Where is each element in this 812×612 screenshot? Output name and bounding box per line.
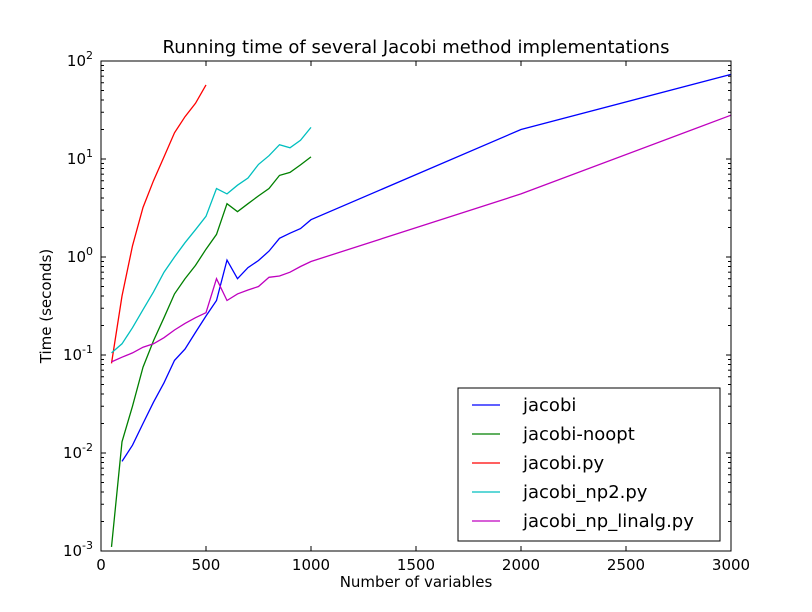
y-tick-label: 100 xyxy=(67,245,93,266)
y-tick-label: 10-3 xyxy=(63,539,93,560)
tick-layer: 0 500 1000 1500 2000 2500 3000 10-3 10-2 10-1 100 1… xyxy=(63,49,750,574)
x-tick-label: 3000 xyxy=(712,556,750,574)
series-layer xyxy=(110,73,732,547)
series-line-0 xyxy=(121,73,732,462)
legend-label-2: jacobi.py xyxy=(522,453,605,474)
x-tick-label: 2500 xyxy=(607,556,645,574)
legend-box xyxy=(457,387,721,542)
y-tick-label: 102 xyxy=(67,49,93,70)
y-axis-label: Time (seconds) xyxy=(37,249,55,365)
x-tick-label: 1500 xyxy=(397,556,435,574)
x-tick-label: 0 xyxy=(96,556,106,574)
legend-label-4: jacobi_np_linalg.py xyxy=(522,511,694,532)
x-tick-label: 1000 xyxy=(292,556,330,574)
y-tick-label: 10-1 xyxy=(63,343,93,364)
x-tick-label: 500 xyxy=(192,556,221,574)
legend-label-1: jacobi-noopt xyxy=(522,424,635,445)
series-line-1 xyxy=(110,156,312,547)
y-tick-label: 10-2 xyxy=(63,441,93,462)
series-line-4 xyxy=(111,114,732,363)
chart-title: Running time of several Jacobi method im… xyxy=(163,37,670,58)
legend: jacobi jacobi-noopt jacobi.py jacobi_np2.py… xyxy=(457,387,721,542)
series-line-3 xyxy=(111,126,312,354)
y-tick-label: 101 xyxy=(67,147,93,168)
legend-label-0: jacobi xyxy=(522,395,576,416)
series-line-2 xyxy=(110,84,207,364)
x-axis-label: Number of variables xyxy=(340,573,493,591)
legend-label-3: jacobi_np2.py xyxy=(522,482,648,503)
x-tick-label: 2000 xyxy=(502,556,540,574)
